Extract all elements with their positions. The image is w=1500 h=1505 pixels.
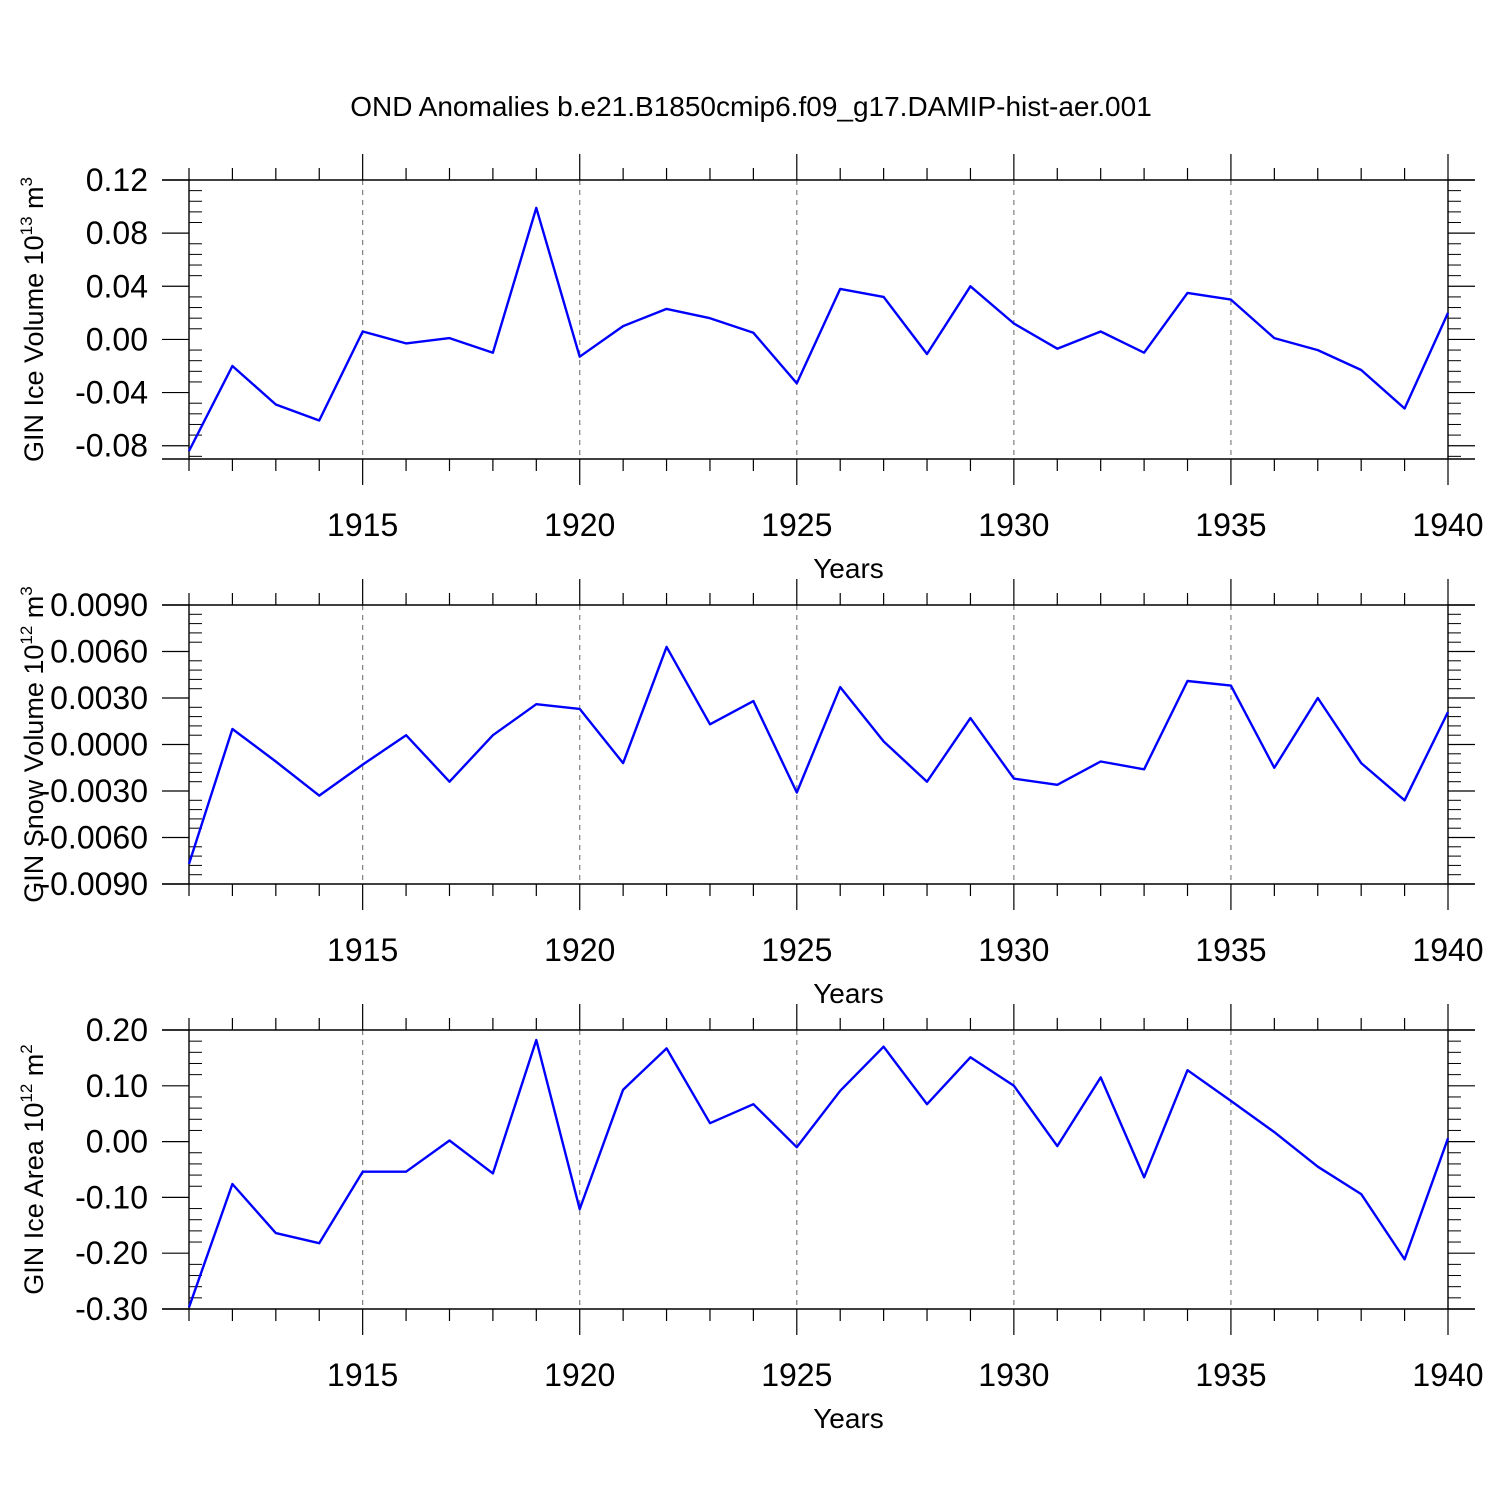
y-tick-label: -0.04 <box>75 375 148 411</box>
x-tick-label: 1935 <box>1195 1357 1266 1393</box>
x-tick-label: 1940 <box>1412 932 1483 968</box>
x-tick-label: 1935 <box>1195 507 1266 543</box>
x-tick-label: 1935 <box>1195 932 1266 968</box>
x-axis-label: Years <box>813 978 884 1009</box>
x-tick-label: 1915 <box>327 507 398 543</box>
y-tick-label: 0.00 <box>86 321 148 357</box>
y-axis-label-unit-exp: 3 <box>17 177 36 186</box>
y-tick-label: -0.10 <box>75 1179 148 1215</box>
x-axis-label: Years <box>813 1403 884 1434</box>
figure-title: OND Anomalies b.e21.B1850cmip6.f09_g17.D… <box>350 91 1152 122</box>
y-axis-label-main: GIN Ice Volume 10 <box>19 235 49 462</box>
y-tick-label: 0.20 <box>86 1012 148 1048</box>
x-tick-label: 1915 <box>327 932 398 968</box>
y-axis-label-exp: 12 <box>17 626 36 645</box>
y-tick-label: 0.0090 <box>50 587 148 623</box>
y-tick-label: 0.00 <box>86 1124 148 1160</box>
panel-3: -0.30 -0.20 -0.10 0.00 0.10 0.20 1915 1920 1925 1… <box>17 1004 1484 1434</box>
y-axis-label: GIN Ice Volume 1013 m3 <box>17 177 49 462</box>
y-axis-label-unit-exp: 3 <box>17 586 36 595</box>
y-tick-label: -0.20 <box>75 1235 148 1271</box>
series-line <box>187 645 1450 865</box>
x-tick-label: 1940 <box>1412 1357 1483 1393</box>
x-tick-label: 1930 <box>978 507 1049 543</box>
y-tick-label: -0.0090 <box>39 866 148 902</box>
y-axis-label-unit: m <box>19 596 49 626</box>
y-axis-label-main: GIN Ice Area 10 <box>19 1103 49 1295</box>
y-tick-label: 0.08 <box>86 215 148 251</box>
y-axis-label-unit: m <box>19 1054 49 1084</box>
y-tick-label: 0.0060 <box>50 634 148 670</box>
y-tick-label: 0.10 <box>86 1068 148 1104</box>
y-tick-label: -0.0060 <box>39 820 148 856</box>
y-axis-label: GIN Snow Volume 1012 m3 <box>17 586 49 903</box>
x-tick-label: 1925 <box>761 932 832 968</box>
y-axis-label-exp: 13 <box>17 216 36 235</box>
y-axis-label: GIN Ice Area 1012 m2 <box>17 1044 49 1295</box>
x-tick-label: 1925 <box>761 507 832 543</box>
x-tick-label: 1930 <box>978 932 1049 968</box>
x-tick-label: 1915 <box>327 1357 398 1393</box>
panel-1: -0.08 -0.04 0.00 0.04 0.08 0.12 1915 1920 1925 19… <box>17 154 1484 584</box>
y-tick-label: -0.0030 <box>39 773 148 809</box>
x-axis-label: Years <box>813 553 884 584</box>
y-axis-label-exp: 12 <box>17 1084 36 1103</box>
x-tick-label: 1920 <box>544 932 615 968</box>
series-line <box>187 206 1450 452</box>
y-tick-label: -0.30 <box>75 1291 148 1327</box>
y-tick-label: 0.0000 <box>50 727 148 763</box>
y-tick-label: 0.0030 <box>50 680 148 716</box>
series-line <box>187 1038 1450 1308</box>
x-tick-label: 1930 <box>978 1357 1049 1393</box>
y-tick-label: -0.08 <box>75 428 148 464</box>
x-tick-label: 1940 <box>1412 507 1483 543</box>
panel-2: -0.0090 -0.0060 -0.0030 0.0000 0.0030 0.0060 0… <box>17 579 1484 1009</box>
x-tick-label: 1920 <box>544 1357 615 1393</box>
x-tick-label: 1920 <box>544 507 615 543</box>
y-tick-label: 0.04 <box>86 268 148 304</box>
y-axis-label-unit: m <box>19 186 49 216</box>
y-tick-label: 0.12 <box>86 162 148 198</box>
y-axis-label-main: GIN Snow Volume 10 <box>19 645 49 903</box>
x-tick-label: 1925 <box>761 1357 832 1393</box>
y-axis-label-unit-exp: 2 <box>17 1044 36 1053</box>
